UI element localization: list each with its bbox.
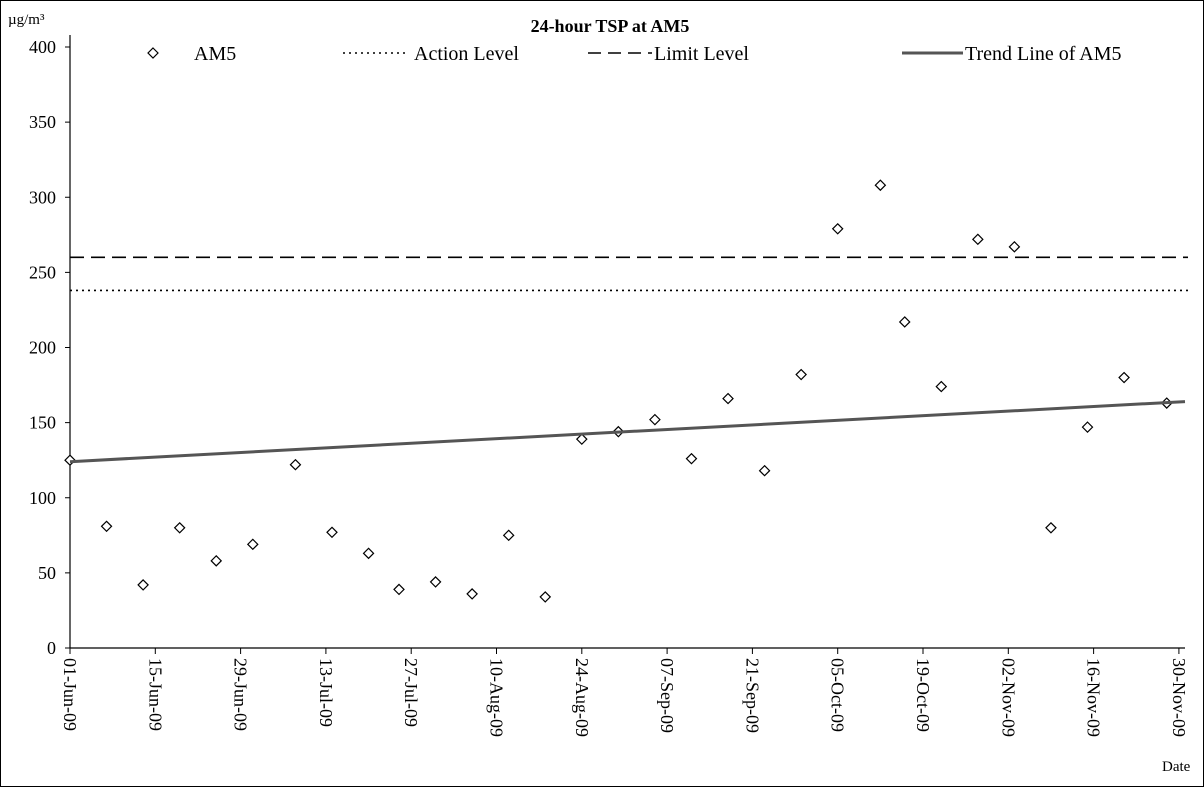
am5-data-point	[1081, 421, 1094, 433]
x-tick-label: 21-Sep-09	[742, 658, 762, 733]
y-tick-label: 300	[29, 187, 56, 207]
am5-data-point	[649, 413, 661, 426]
am5-data-point	[362, 547, 375, 560]
am5-data-point	[685, 452, 698, 465]
am5-data-point	[758, 464, 771, 477]
legend-action-level-label: Action Level	[414, 43, 519, 65]
legend-trend-label: Trend Line of AM5	[965, 43, 1121, 65]
y-tick-label: 350	[29, 112, 56, 132]
am5-data-point	[575, 433, 588, 446]
am5-data-point	[137, 579, 149, 591]
am5-data-point	[1045, 521, 1057, 534]
am5-data-point	[246, 538, 259, 551]
x-tick-label: 16-Nov-09	[1084, 658, 1104, 737]
x-tick-label: 30-Nov-09	[1169, 658, 1189, 737]
am5-data-point	[971, 233, 984, 246]
am5-data-point	[898, 316, 911, 328]
x-axis-label: Date	[1162, 759, 1191, 775]
am5-data-point	[1008, 240, 1021, 253]
x-tick-label: 07-Sep-09	[657, 658, 677, 733]
legend-am5-label: AM5	[194, 43, 236, 65]
am5-data-point	[795, 368, 807, 381]
am5-data-point	[210, 555, 223, 567]
x-tick-label: 15-Jun-09	[145, 658, 165, 731]
x-tick-label: 01-Jun-09	[60, 658, 80, 731]
am5-data-point	[502, 529, 515, 542]
y-tick-label: 0	[47, 638, 56, 658]
legend: AM5 Action Level Limit Level Trend Line …	[147, 43, 1121, 65]
legend-am5-marker	[147, 47, 159, 59]
am5-data-point	[326, 526, 338, 539]
legend-limit-level-label: Limit Level	[654, 43, 749, 65]
x-tick-label: 29-Jun-09	[231, 658, 251, 731]
y-tick-label: 50	[38, 563, 56, 583]
am5-data-point	[429, 576, 442, 588]
axes: 0 50 100 150 200 250 300 350 400 01-Jun-09 15-Jun-…	[29, 35, 1189, 737]
am5-data-point	[1118, 371, 1130, 384]
x-tick-label: 05-Oct-09	[828, 658, 848, 732]
x-tick-label: 27-Jul-09	[401, 658, 421, 727]
y-tick-label: 100	[29, 488, 56, 508]
am5-data-point	[289, 458, 302, 471]
am5-data-point	[831, 222, 844, 235]
am5-data-point	[466, 588, 478, 600]
data-series	[64, 179, 1188, 603]
x-tick-label: 02-Nov-09	[998, 658, 1018, 737]
y-tick-label: 400	[29, 37, 56, 57]
x-tick-label: 13-Jul-09	[316, 658, 336, 727]
am5-data-point	[722, 392, 734, 405]
y-tick-label: 200	[29, 338, 56, 358]
am5-data-point	[874, 179, 887, 192]
am5-data-point	[935, 380, 948, 393]
chart-title: 24-hour TSP at AM5	[531, 16, 690, 36]
y-axis-unit: µg/m³	[8, 12, 45, 28]
x-tick-label: 24-Aug-09	[572, 658, 592, 737]
am5-data-point	[393, 583, 405, 596]
am5-data-point	[539, 591, 552, 603]
trend-line	[69, 400, 1186, 464]
y-tick-label: 250	[29, 262, 56, 282]
x-tick-label: 19-Oct-09	[913, 658, 933, 732]
am5-data-point	[173, 521, 186, 534]
x-tick-label: 10-Aug-09	[487, 658, 507, 737]
y-tick-label: 150	[29, 413, 56, 433]
am5-data-point	[100, 520, 113, 533]
